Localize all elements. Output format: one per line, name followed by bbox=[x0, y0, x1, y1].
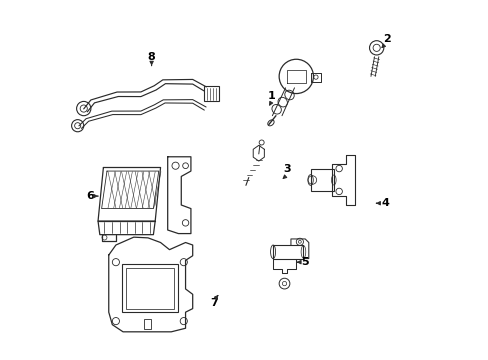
Bar bbox=[204, 86, 219, 102]
Text: 2: 2 bbox=[383, 34, 390, 44]
Bar bbox=[122, 264, 177, 312]
Bar bbox=[310, 169, 333, 191]
Text: 5: 5 bbox=[301, 257, 308, 267]
Bar bbox=[144, 319, 151, 329]
Text: 3: 3 bbox=[283, 164, 290, 174]
Text: 1: 1 bbox=[267, 91, 275, 101]
Text: 6: 6 bbox=[86, 191, 94, 201]
Bar bbox=[272, 245, 303, 258]
Text: 4: 4 bbox=[381, 198, 389, 208]
Bar bbox=[125, 267, 174, 309]
Text: 8: 8 bbox=[147, 52, 155, 62]
Text: 7: 7 bbox=[210, 298, 218, 308]
